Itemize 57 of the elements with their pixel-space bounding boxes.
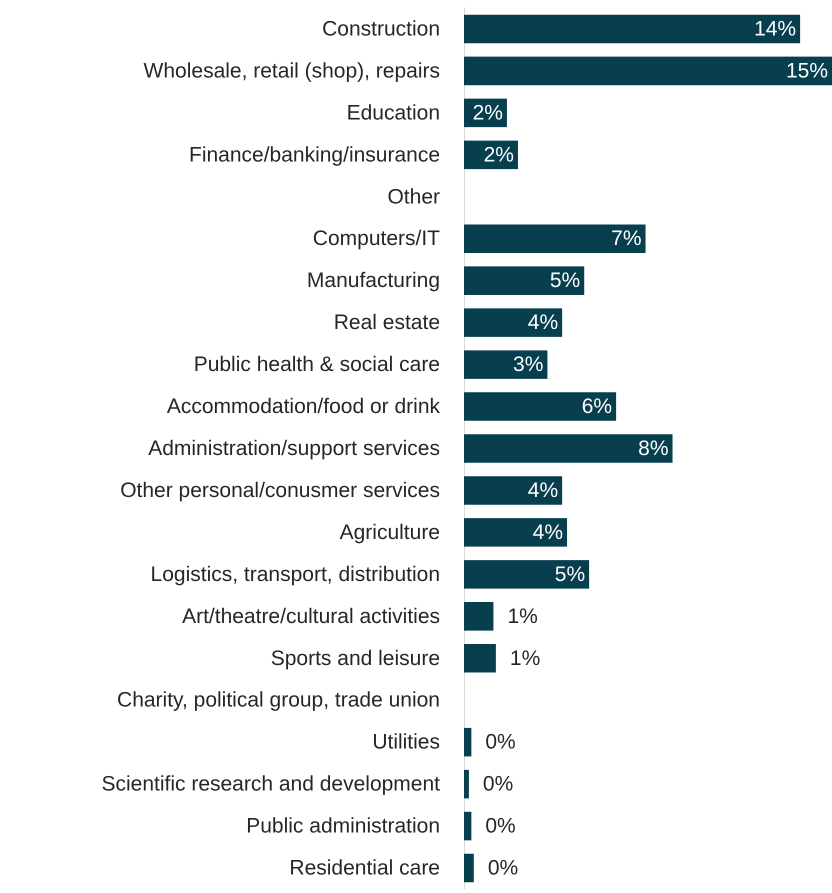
- y-tick-label: Other personal/conusmer services: [120, 478, 440, 502]
- data-label: 2%: [484, 143, 514, 166]
- data-label: 0%: [485, 814, 516, 838]
- y-tick-label: Finance/banking/insurance: [189, 143, 440, 166]
- bar: [464, 476, 562, 505]
- y-tick-label: Art/theatre/cultural activities: [182, 604, 440, 628]
- data-label: 15%: [786, 59, 828, 82]
- y-tick-label: Accommodation/food or drink: [166, 395, 440, 418]
- data-label: 1%: [507, 604, 538, 628]
- data-label: 6%: [582, 395, 612, 418]
- bar: [464, 728, 472, 756]
- data-label: 3%: [513, 353, 544, 376]
- y-tick-label: Manufacturing: [306, 269, 440, 292]
- y-tick-label: Utilities: [372, 730, 440, 754]
- bar: [464, 56, 832, 86]
- y-tick-label: Public administration: [246, 814, 440, 838]
- y-tick-label: Real estate: [334, 311, 440, 334]
- data-label: 8%: [638, 437, 669, 460]
- y-tick-label: Charity, political group, trade union: [117, 688, 440, 712]
- bar: [464, 770, 469, 798]
- y-tick-label: Other: [387, 185, 440, 208]
- y-tick-label: Education: [346, 101, 440, 124]
- bar: [464, 644, 496, 673]
- y-tick-label: Public health & social care: [194, 353, 440, 376]
- y-tick-label: Scientific research and development: [101, 772, 440, 796]
- bar: [464, 308, 562, 337]
- bar: [464, 14, 800, 44]
- data-label: 0%: [482, 772, 514, 796]
- data-label: 7%: [611, 227, 642, 250]
- data-label: 0%: [485, 730, 516, 754]
- data-label: 5%: [550, 269, 580, 292]
- y-tick-label: Residential care: [289, 856, 440, 880]
- data-label: 4%: [532, 520, 564, 544]
- y-tick-label: Sports and leisure: [270, 646, 440, 670]
- bar: [464, 602, 494, 631]
- y-tick-label: Agriculture: [340, 520, 440, 544]
- y-tick-label: Wholesale, retail (shop), repairs: [144, 59, 440, 82]
- data-label: 2%: [472, 101, 503, 124]
- data-label: 14%: [754, 17, 796, 40]
- bar: [464, 812, 472, 840]
- data-label: 4%: [528, 478, 558, 502]
- bar: [464, 854, 474, 882]
- bar: [464, 224, 646, 253]
- y-tick-label: Administration/support services: [148, 437, 440, 460]
- data-label: 4%: [528, 311, 558, 334]
- data-label: 5%: [554, 562, 586, 586]
- data-label: 0%: [488, 856, 518, 880]
- y-tick-label: Logistics, transport, distribution: [150, 562, 440, 586]
- bar: [464, 518, 568, 547]
- bar: [464, 350, 548, 379]
- bar: [464, 392, 616, 421]
- y-tick-label: Computers/IT: [312, 227, 440, 250]
- bar: [464, 266, 584, 295]
- data-label: 1%: [510, 646, 540, 670]
- y-tick-label: Construction: [322, 17, 440, 40]
- bar: [464, 434, 673, 463]
- bar: [464, 560, 590, 589]
